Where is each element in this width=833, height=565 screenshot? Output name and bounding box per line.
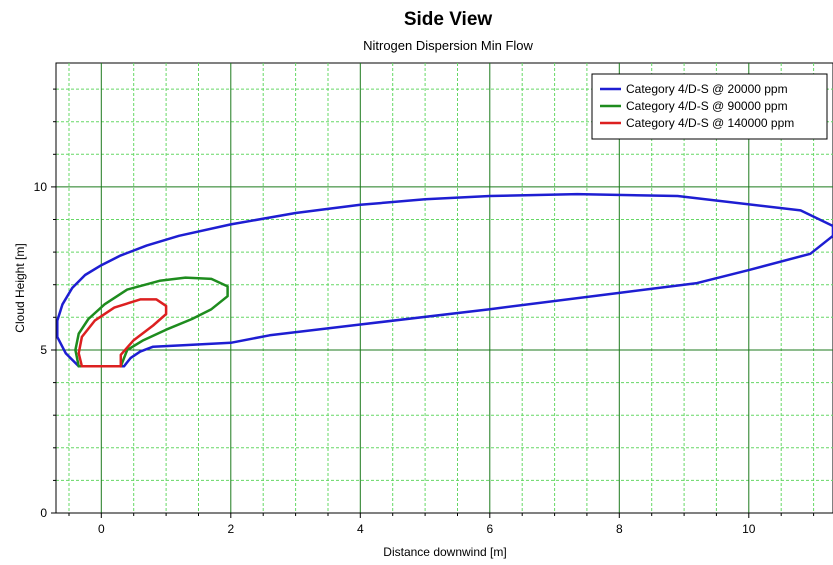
chart-title: Side View [403, 9, 493, 30]
axes-layer [55, 63, 833, 514]
x-tick-label: 10 [742, 522, 756, 536]
x-tick-label: 8 [616, 522, 623, 536]
legend-label-20000: Category 4/D-S @ 20000 ppm [626, 82, 788, 96]
x-axis-label: Distance downwind [m] [383, 545, 506, 559]
x-tick-label: 4 [357, 522, 364, 536]
y-tick-label: 10 [34, 180, 48, 194]
series-layer [56, 192, 833, 368]
series-line-1 [56, 192, 833, 368]
x-tick-label: 2 [227, 522, 234, 536]
ticks-layer: 0 2 4 6 8 10 0 5 10 [34, 88, 815, 536]
y-tick-label: 5 [40, 343, 47, 357]
series-line-3 [77, 298, 168, 368]
series-line-2 [74, 276, 229, 368]
x-tick-label: 0 [98, 522, 105, 536]
legend-box [591, 73, 828, 140]
major-grid [56, 63, 833, 513]
y-tick-label: 0 [40, 506, 47, 520]
y-axis-label: Cloud Height [m] [13, 243, 27, 332]
legend-label-140000: Category 4/D-S @ 140000 ppm [626, 116, 794, 130]
legend: Category 4/D-S @ 20000 ppm Category 4/D-… [591, 73, 828, 140]
x-tick-label: 6 [486, 522, 493, 536]
chart-subtitle: Nitrogen Dispersion Min Flow [363, 38, 533, 53]
legend-label-90000: Category 4/D-S @ 90000 ppm [626, 99, 788, 113]
